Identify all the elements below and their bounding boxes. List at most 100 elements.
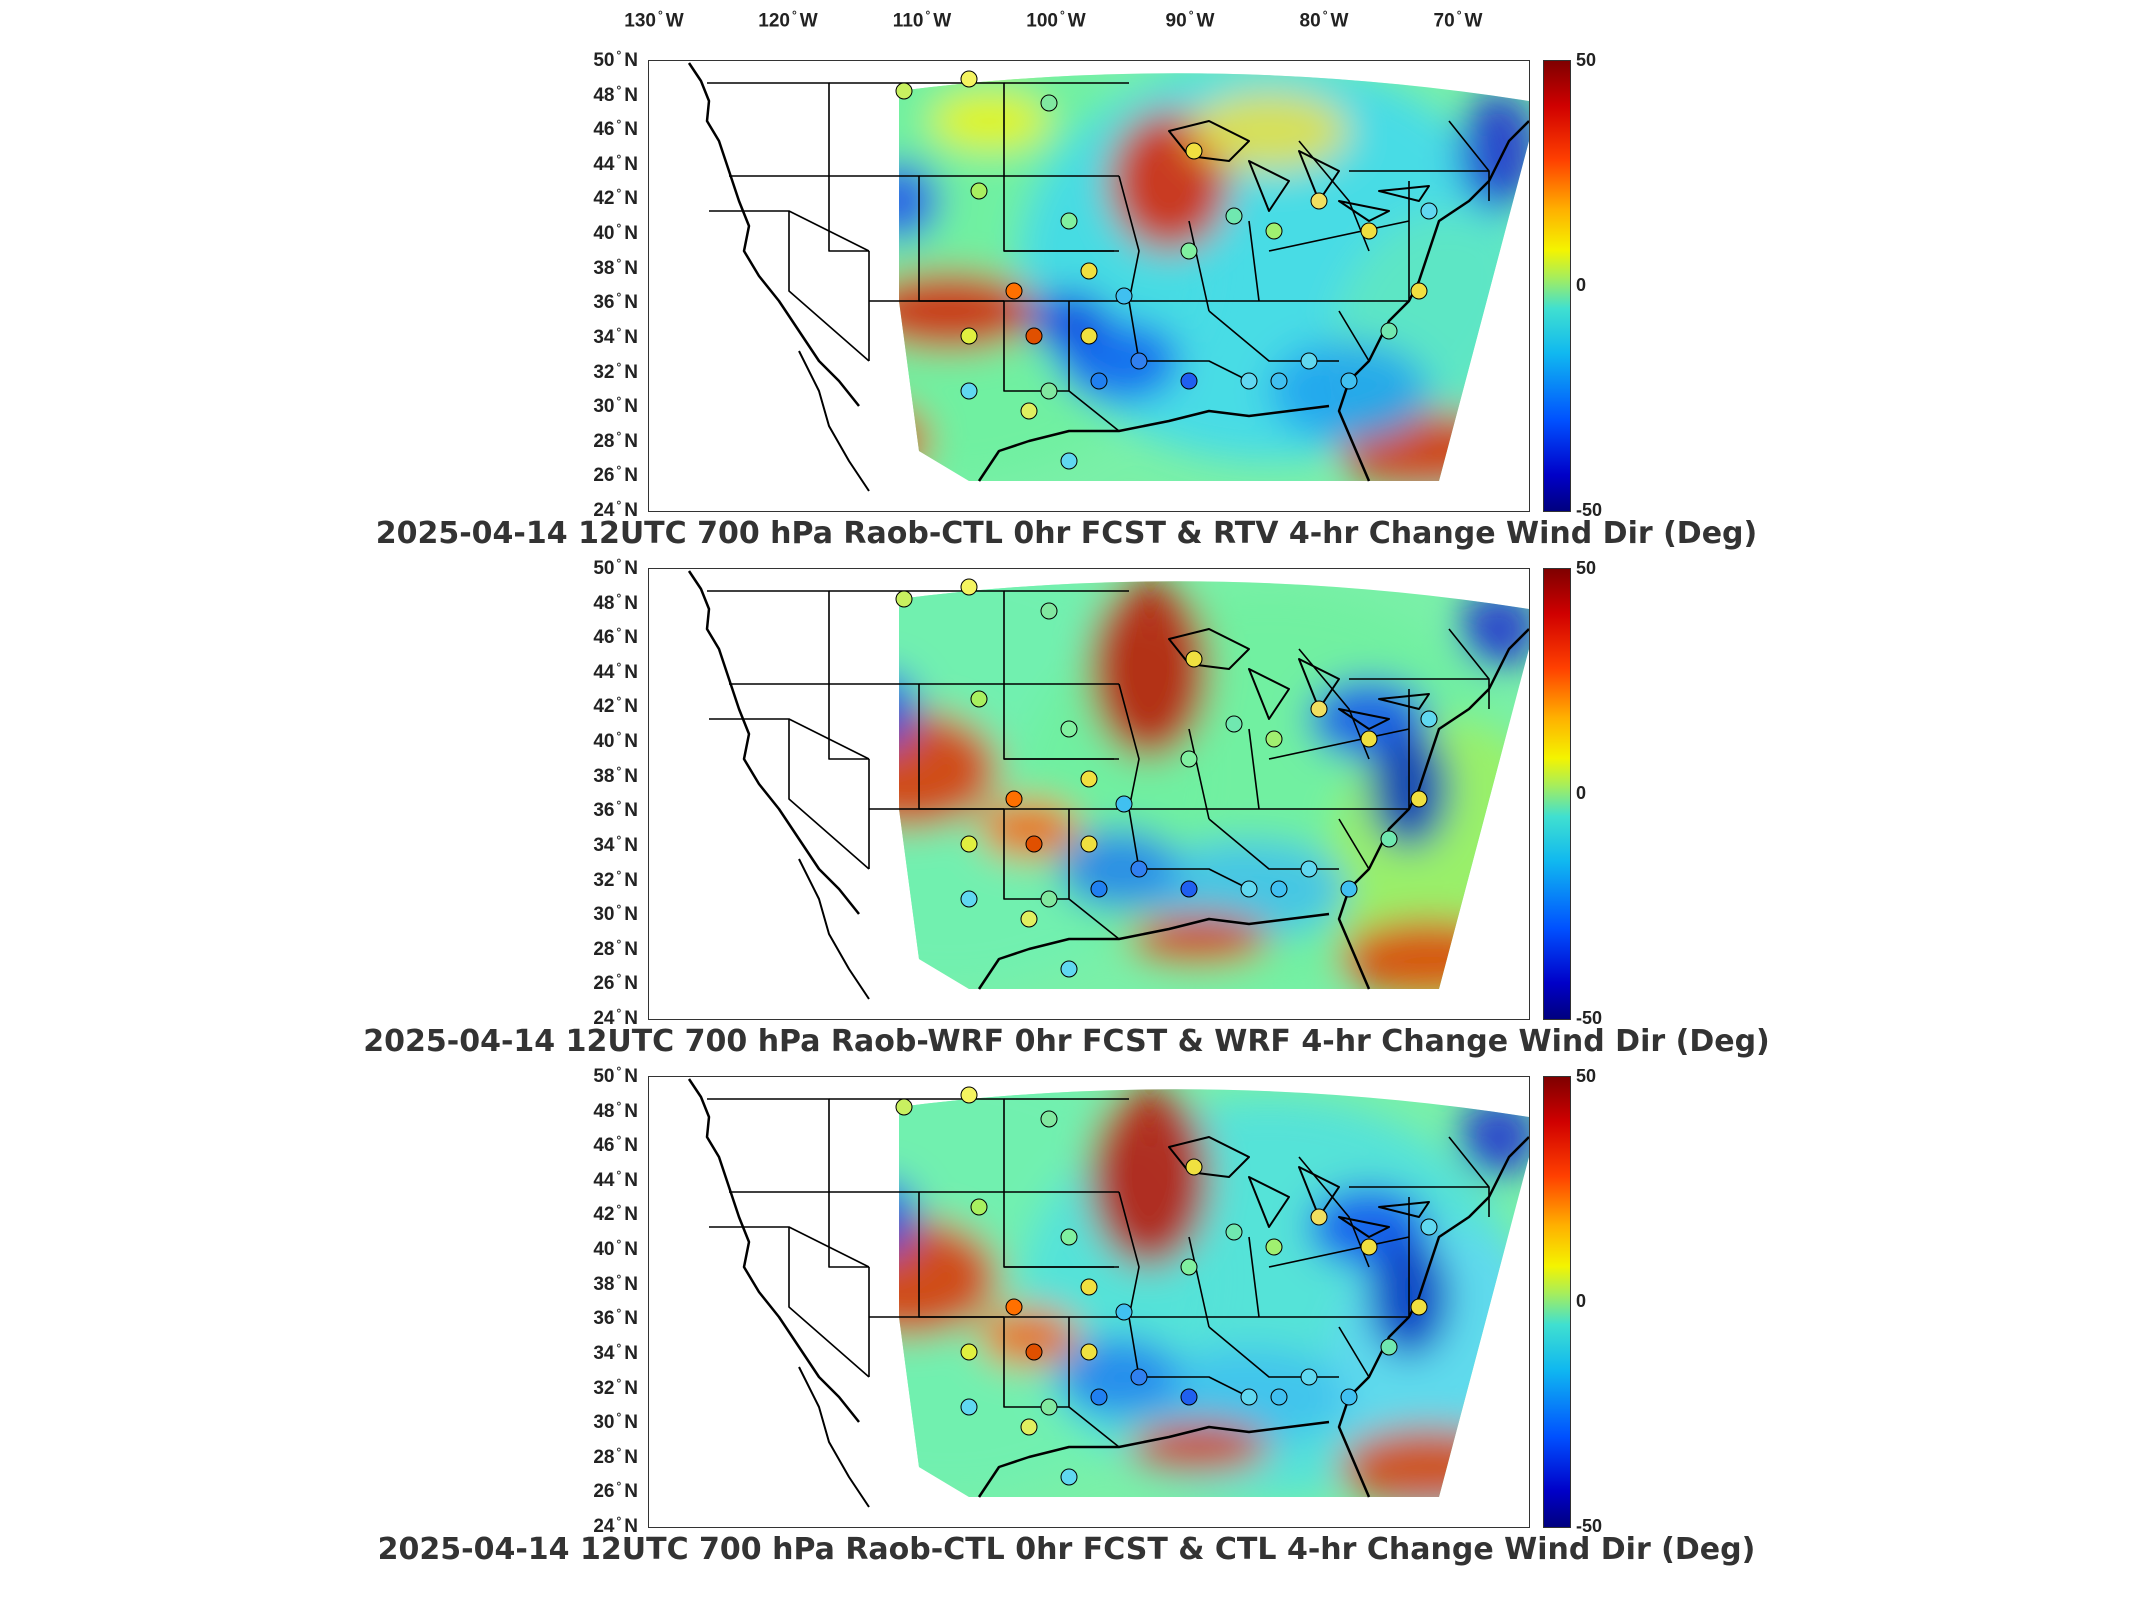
raob-station-marker	[1180, 750, 1198, 768]
raob-station-marker	[1020, 402, 1038, 420]
longitude-label: 100 ° W	[1026, 8, 1086, 32]
state-border	[1118, 175, 1140, 362]
raob-station-marker	[1130, 1368, 1148, 1386]
state-border	[729, 175, 920, 211]
latitude-label: 46 ° N	[593, 625, 638, 649]
raob-station-marker	[1240, 372, 1258, 390]
state-border	[1248, 220, 1260, 302]
state-border	[729, 1191, 920, 1227]
raob-station-marker	[1025, 1343, 1043, 1361]
latitude-label: 28 ° N	[593, 428, 638, 452]
raob-station-marker	[1115, 795, 1133, 813]
baja-coastline	[798, 1366, 870, 1508]
latitude-label: 26 ° N	[593, 1479, 638, 1503]
map-canvas	[687, 62, 1529, 492]
latitude-label: 32 ° N	[593, 359, 638, 383]
longitude-label: 130 ° W	[624, 8, 684, 32]
latitude-label: 38 ° N	[593, 255, 638, 279]
latitude-label: 26 ° N	[593, 463, 638, 487]
state-border	[1068, 301, 1120, 432]
state-border	[1248, 728, 1260, 810]
raob-station-marker	[1130, 352, 1148, 370]
raob-station-marker	[1180, 242, 1198, 260]
colorbar-tick-label: -50	[1576, 1516, 1603, 1536]
colorbar-tick-label: -50	[1576, 500, 1603, 520]
panel-title: 2025-04-14 12UTC 700 hPa Raob-CTL 0hr FC…	[377, 1532, 1756, 1567]
gulf-coastline	[977, 1420, 1330, 1498]
latitude-label: 32 ° N	[593, 867, 638, 891]
state-border	[1448, 628, 1490, 709]
raob-station-marker	[1380, 322, 1398, 340]
raob-station-marker	[1180, 1388, 1198, 1406]
raob-station-marker	[1115, 287, 1133, 305]
latitude-label: 44 ° N	[593, 659, 638, 684]
state-border	[1268, 1236, 1410, 1268]
colorbar-tick-label: 0	[1576, 1291, 1587, 1311]
raob-station-marker	[1090, 1388, 1108, 1406]
raob-station-marker	[1225, 207, 1243, 225]
raob-station-marker	[895, 82, 913, 100]
raob-station-marker	[960, 327, 978, 345]
raob-station-marker	[1005, 1298, 1023, 1316]
state-border	[1268, 220, 1410, 252]
latitude-label: 24 ° N	[593, 1513, 638, 1538]
raob-station-marker	[1040, 1398, 1058, 1416]
raob-station-marker	[1410, 790, 1428, 808]
latitude-label: 42 ° N	[593, 1202, 638, 1226]
raob-station-marker	[970, 1198, 988, 1216]
latitude-label: 38 ° N	[593, 1271, 638, 1295]
wind-change-field	[899, 581, 1529, 989]
state-border	[1268, 728, 1410, 760]
longitude-label: 70 ° W	[1433, 8, 1483, 32]
raob-station-marker	[960, 835, 978, 853]
latitude-label: 48 ° N	[593, 590, 638, 614]
raob-station-marker	[960, 890, 978, 908]
state-border	[1068, 1317, 1120, 1448]
raob-station-marker	[1300, 860, 1318, 878]
raob-station-marker	[1005, 282, 1023, 300]
state-border	[729, 683, 920, 719]
west-coastline	[687, 62, 860, 407]
colorbar-tick-label: 0	[1576, 783, 1587, 803]
raob-station-marker	[1180, 372, 1198, 390]
state-border	[1338, 310, 1370, 362]
raob-station-marker	[1240, 880, 1258, 898]
raob-station-marker	[1060, 452, 1078, 470]
longitude-label: 120 ° W	[758, 8, 818, 32]
raob-station-marker	[960, 70, 978, 88]
raob-station-marker	[1240, 1388, 1258, 1406]
latitude-label: 38 ° N	[593, 763, 638, 787]
state-border	[1248, 1236, 1260, 1318]
gulf-coastline	[977, 912, 1330, 990]
great-lakes	[1168, 628, 1430, 730]
map-canvas	[687, 570, 1529, 1000]
state-border	[828, 176, 869, 252]
latitude-label: 34 ° N	[593, 324, 638, 349]
colorbar	[1543, 1076, 1571, 1528]
state-border	[1139, 868, 1250, 890]
raob-station-marker	[1090, 880, 1108, 898]
raob-station-marker	[1380, 1338, 1398, 1356]
raob-station-marker	[1060, 212, 1078, 230]
wind-direction-map-panel	[648, 60, 1530, 512]
map-canvas	[687, 1078, 1529, 1508]
latitude-label: 30 ° N	[593, 1409, 638, 1434]
latitude-label: 42 ° N	[593, 186, 638, 210]
raob-station-marker	[1420, 710, 1438, 728]
raob-station-marker	[1270, 880, 1288, 898]
raob-station-marker	[895, 590, 913, 608]
longitude-label: 90 ° W	[1165, 8, 1215, 32]
raob-station-marker	[1130, 860, 1148, 878]
colorbar-tick-label: 0	[1576, 275, 1587, 295]
colorbar	[1543, 60, 1571, 512]
raob-station-marker	[1180, 880, 1198, 898]
raob-station-marker	[1310, 700, 1328, 718]
state-border	[788, 719, 870, 870]
raob-station-marker	[1310, 1208, 1328, 1226]
state-border	[1188, 220, 1210, 312]
raob-station-marker	[1115, 1303, 1133, 1321]
panel-title: 2025-04-14 12UTC 700 hPa Raob-WRF 0hr FC…	[363, 1024, 1770, 1059]
colorbar-tick-label: 50	[1576, 558, 1597, 578]
colorbar-tick-label: -50	[1576, 1008, 1603, 1028]
state-border	[1068, 809, 1120, 940]
